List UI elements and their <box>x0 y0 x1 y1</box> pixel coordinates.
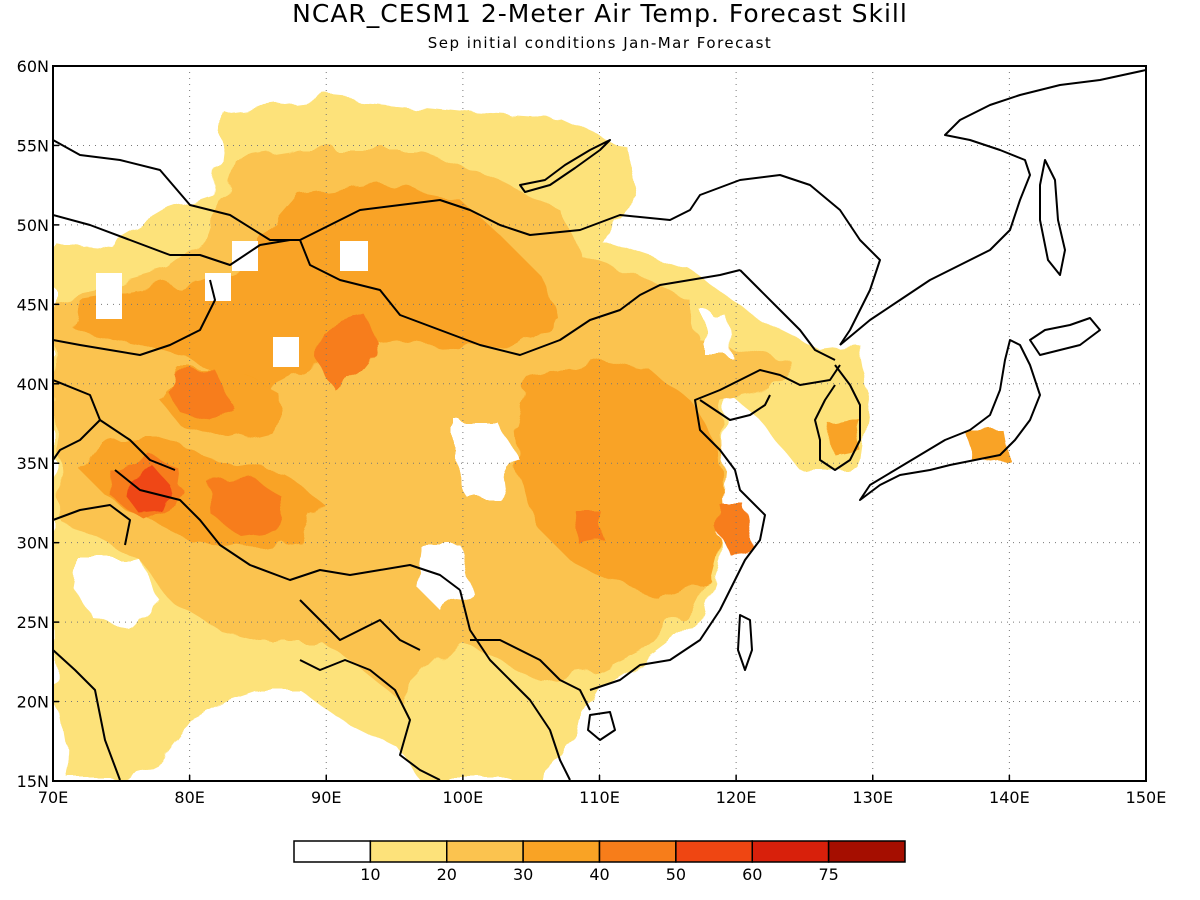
shade-50-60 <box>125 468 170 512</box>
shade-below-10 <box>455 420 520 500</box>
coast-line <box>589 364 841 691</box>
shade-30-40 <box>825 415 860 455</box>
border-line <box>470 639 591 711</box>
island-outline <box>859 339 1041 501</box>
lake-outline <box>519 139 611 193</box>
colorbar-swatch <box>293 840 372 863</box>
map-subtitle: Sep initial conditions Jan-Mar Forecast <box>427 34 773 52</box>
lat-tick-label: 20N <box>17 693 49 712</box>
border-line <box>53 279 216 356</box>
border-line <box>299 239 741 356</box>
colorbar-label: 30 <box>513 865 533 884</box>
shade-40-50 <box>168 370 230 420</box>
colorbar-swatch <box>751 840 830 863</box>
lat-tick-label: 30N <box>17 534 49 553</box>
lon-tick-label: 90E <box>311 788 341 807</box>
coast-line <box>299 659 441 781</box>
shade-30-40 <box>965 432 1010 465</box>
colorbar-label: 40 <box>589 865 609 884</box>
shade-40-50 <box>318 315 380 385</box>
lon-tick-label: 130E <box>852 788 893 807</box>
lat-tick-label: 40N <box>17 375 49 394</box>
border-line <box>53 504 131 546</box>
lon-tick-label: 100E <box>443 788 484 807</box>
shade-30-40 <box>70 185 560 395</box>
border-line <box>299 599 421 651</box>
lat-tick-label: 45N <box>17 295 49 314</box>
border-line <box>99 419 176 471</box>
shade-40-50 <box>575 510 605 545</box>
coast-line <box>53 649 121 781</box>
border-line <box>739 269 836 361</box>
colorbar-swatch <box>675 840 753 863</box>
lat-tick-label: 55N <box>17 136 49 155</box>
island-outline <box>737 614 753 671</box>
island-outline <box>1029 317 1101 356</box>
lon-tick-label: 140E <box>989 788 1030 807</box>
lon-tick-label: 80E <box>174 788 204 807</box>
colorbar-label: 50 <box>666 865 686 884</box>
colorbar-label: 75 <box>818 865 838 884</box>
coast-line <box>814 364 861 471</box>
colorbar-swatch <box>369 840 448 863</box>
shade-30-40 <box>515 360 725 600</box>
masked-cells <box>96 241 368 367</box>
lat-tick-label: 60N <box>17 57 49 76</box>
colorbar-label: 20 <box>437 865 457 884</box>
colorbar-label: 10 <box>360 865 380 884</box>
border-line <box>114 469 461 591</box>
shade-40-50 <box>210 478 285 535</box>
island-outline <box>587 711 616 741</box>
island-outline <box>1039 159 1066 276</box>
latitude-ticks: 15N 20N 25N 30N 35N 40N 45N 50N 55N 60N <box>17 57 59 791</box>
lon-tick-label: 70E <box>38 788 68 807</box>
shade-40-50 <box>718 505 752 555</box>
colorbar-swatch <box>598 840 677 863</box>
lat-tick-label: 25N <box>17 613 49 632</box>
lon-tick-label: 120E <box>716 788 757 807</box>
coast-line <box>699 394 771 421</box>
shade-below-10 <box>75 560 160 630</box>
border-line <box>53 379 101 461</box>
lon-tick-label: 110E <box>579 788 620 807</box>
longitude-ticks: 70E 80E 90E 100E 110E 120E 130E 140E 150E <box>38 775 1167 807</box>
lon-tick-label: 150E <box>1126 788 1167 807</box>
lat-tick-label: 35N <box>17 454 49 473</box>
colorbar-swatch <box>827 840 906 863</box>
border-line <box>53 139 881 346</box>
colorbar-swatch <box>446 840 524 863</box>
border-line <box>53 214 291 266</box>
lat-tick-label: 50N <box>17 216 49 235</box>
colorbar-swatch <box>522 840 601 863</box>
colorbar: 10 20 30 40 50 60 75 <box>293 840 906 884</box>
skill-shading <box>53 98 1010 780</box>
lat-tick-label: 15N <box>17 772 49 791</box>
coastlines-borders <box>53 69 1146 781</box>
map-title: NCAR_CESM1 2-Meter Air Temp. Forecast Sk… <box>292 0 908 28</box>
border-line <box>459 589 571 781</box>
coast-line <box>839 69 1146 346</box>
shade-below-10 <box>705 315 730 355</box>
colorbar-label: 60 <box>742 865 762 884</box>
